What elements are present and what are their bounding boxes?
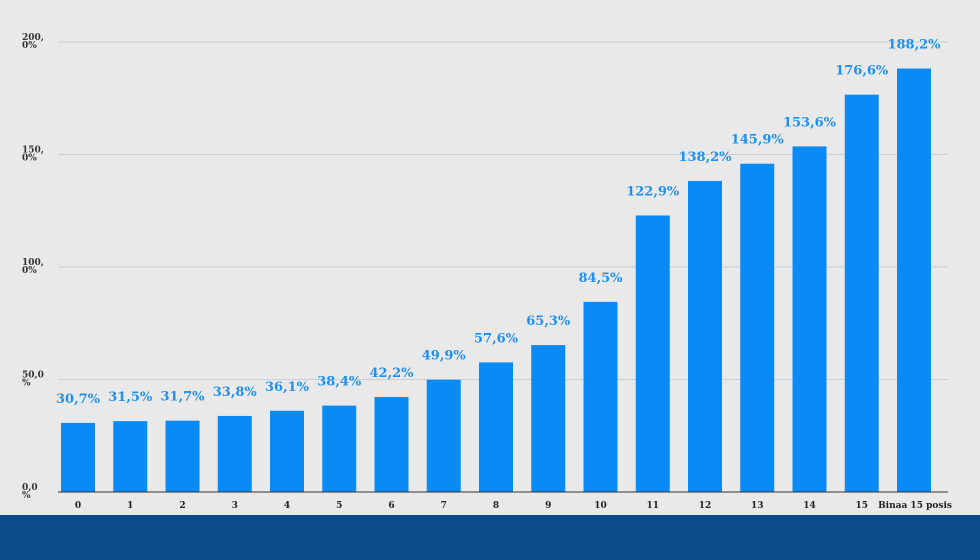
x-tick-label: 3: [232, 501, 238, 511]
x-tick-label: 7: [441, 501, 447, 511]
data-label: 188,2%: [887, 38, 941, 53]
data-label: 57,6%: [474, 331, 519, 346]
y-tick-label-4: 200, 0%: [22, 33, 44, 51]
bar-13: [740, 163, 775, 492]
x-tick-label: 14: [803, 501, 816, 511]
bar-8: [479, 362, 513, 492]
y-tick-label-line: %: [22, 491, 31, 501]
bar-1: [113, 421, 148, 492]
data-label: 65,3%: [526, 314, 571, 329]
x-tick-label: 9: [545, 501, 551, 511]
data-label: 122,9%: [626, 184, 680, 199]
data-label: 42,2%: [369, 366, 414, 381]
x-tick-label: 5: [336, 501, 342, 511]
data-label: 31,7%: [160, 390, 205, 405]
x-tick-label: 2: [179, 501, 185, 511]
y-tick-label-0: 0,0%: [22, 483, 38, 501]
x-tick-label: 11: [646, 501, 659, 511]
bar-0: [61, 422, 95, 492]
x-axis-ticks: 0 1 2 3 4 5 6 7 8 9 10 11 12 13 14 15 Binaa 15 posis: [75, 501, 952, 511]
x-tick-label: 0: [75, 501, 81, 511]
y-tick-label-line: 0%: [22, 266, 37, 276]
data-label: 36,1%: [265, 380, 310, 395]
data-label: 38,4%: [317, 375, 362, 390]
x-tick-label: 12: [699, 501, 712, 511]
bar-chart: 0,0% 50,0% 100, 0% 150, 0% 200, 0% 30,7% 31,5% 31…: [22, 33, 952, 511]
bar-9: [531, 345, 566, 492]
data-labels: 30,7% 31,5% 31,7% 33,8% 36,1% 38,4% 42,2% 49,9%…: [56, 38, 941, 407]
x-tick-label: 1: [127, 501, 133, 511]
x-tick-label: 15: [855, 501, 868, 511]
bar-5: [322, 405, 357, 492]
y-tick-label-line: 0%: [22, 154, 37, 164]
bar-12: [688, 181, 722, 493]
bar-binaa-15-posis: [897, 68, 931, 493]
chart-svg: 0,0 %50,0 %100, 0%150, 0%200, 0% 30,7% 31,5% 31…: [22, 33, 952, 511]
y-tick-label-line: 150,: [22, 146, 44, 156]
data-label: 138,2%: [678, 150, 732, 165]
bar-11: [635, 215, 670, 492]
x-tick-label: 6: [388, 501, 394, 511]
x-tick-label: Binaa 15 posis: [878, 501, 952, 511]
data-label: 30,7%: [56, 392, 101, 407]
bar-3: [217, 415, 252, 492]
data-label: 145,9%: [731, 133, 785, 148]
footer-band: [0, 515, 980, 560]
bar-7: [426, 379, 461, 492]
y-tick-label-1: 50,0%: [22, 371, 44, 389]
x-tick-label: 8: [493, 501, 499, 511]
bar-15: [844, 94, 879, 493]
data-label: 153,6%: [783, 115, 837, 130]
bar-6: [374, 397, 409, 492]
y-tick-label-line: 50,0: [22, 371, 44, 381]
data-label: 33,8%: [213, 385, 258, 400]
x-tick-label: 4: [284, 501, 290, 511]
bar-4: [270, 410, 304, 492]
y-tick-label-2: 100, 0%: [22, 258, 44, 276]
y-tick-label-line: 200,: [22, 33, 44, 43]
y-tick-label-3: 150, 0%: [22, 146, 44, 164]
y-tick-label-line: 100,: [22, 258, 44, 268]
y-tick-label-line: 0%: [22, 41, 37, 51]
bar-14: [792, 146, 827, 492]
y-tick-label-line: 0,0: [22, 483, 38, 493]
x-tick-label: 10: [594, 501, 607, 511]
bar-10: [583, 301, 618, 492]
data-label: 49,9%: [422, 349, 467, 364]
y-axis-ticks: 0,0 %50,0 %100, 0%150, 0%200, 0%: [22, 33, 44, 501]
bars: [61, 68, 931, 493]
y-tick-label-line: %: [22, 379, 31, 389]
data-label: 176,6%: [835, 64, 889, 79]
data-label: 31,5%: [108, 390, 153, 405]
data-label: 84,5%: [578, 271, 623, 286]
bar-2: [165, 420, 200, 492]
x-tick-label: 13: [751, 501, 764, 511]
